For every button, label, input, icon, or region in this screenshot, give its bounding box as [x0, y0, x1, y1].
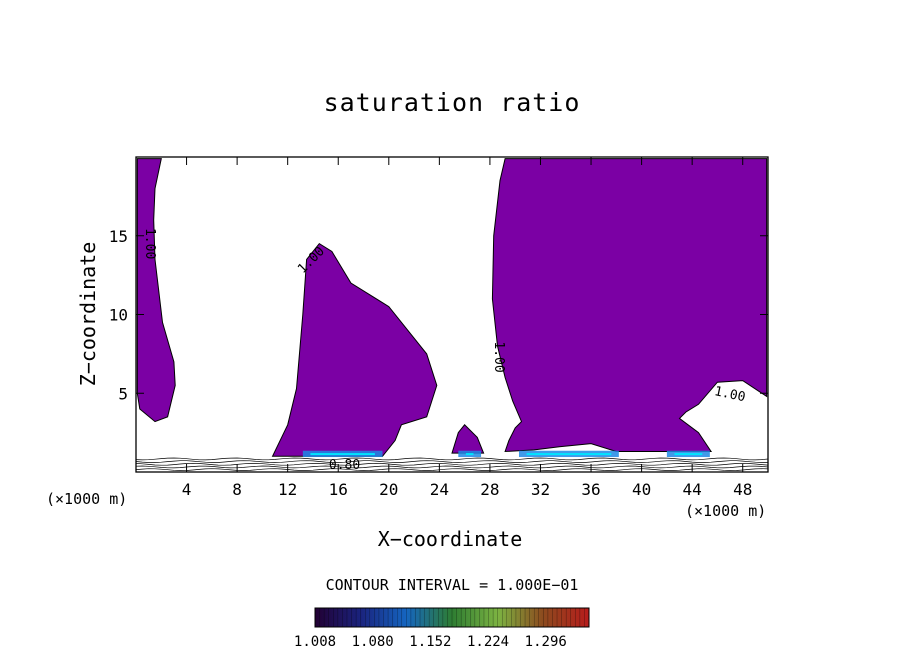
colorbar-tick-label-0: 1.008: [294, 634, 336, 650]
x-tick-label-10: 44: [683, 480, 702, 499]
high-value-core-1: [465, 453, 474, 456]
y-tick-label-2: 15: [109, 227, 128, 246]
x-tick-label-0: 4: [182, 480, 192, 499]
contour-label-2: 1.00: [491, 341, 506, 372]
surface-contour-4: [135, 457, 769, 461]
saturation-region-1: [271, 242, 438, 457]
contour-interval-label: CONTOUR INTERVAL = 1.000E−01: [325, 576, 579, 594]
svg-text:1.00: 1.00: [713, 384, 747, 405]
y-axis-label: Z−coordinate: [76, 241, 100, 387]
x-unit-label-left: (×1000 m): [46, 490, 128, 508]
x-tick-label-1: 8: [232, 480, 242, 499]
colorbar-tick-label-3: 1.224: [467, 634, 509, 650]
surface-contour-3: [135, 460, 768, 463]
chart-title: saturation ratio: [323, 88, 581, 117]
high-value-core-2: [526, 453, 612, 456]
x-tick-label-7: 32: [531, 480, 550, 499]
colorbar-tick-label-2: 1.152: [409, 634, 451, 650]
saturation-region-0: [136, 158, 176, 423]
svg-text:1.00: 1.00: [142, 228, 157, 259]
colorbar-tick-label-4: 1.296: [525, 634, 567, 650]
x-unit-label-right: (×1000 m): [685, 502, 767, 520]
surface-contour-1: [135, 465, 769, 469]
saturation-region-2: [451, 424, 485, 454]
contour-label-0: 1.00: [142, 228, 157, 259]
svg-text:1.00: 1.00: [491, 341, 506, 372]
x-tick-label-3: 16: [329, 480, 348, 499]
high-value-core-3: [674, 453, 703, 456]
surface-contour-2: [135, 462, 769, 466]
y-tick-label-0: 5: [118, 384, 128, 403]
x-tick-label-5: 24: [430, 480, 449, 499]
x-tick-label-2: 12: [278, 480, 297, 499]
high-value-core-0: [310, 453, 375, 456]
x-tick-label-8: 36: [581, 480, 600, 499]
colorbar-tick-label-1: 1.080: [352, 634, 394, 650]
svg-text:0.80: 0.80: [329, 458, 360, 473]
saturation-region-3: [491, 158, 768, 453]
x-axis-label: X−coordinate: [377, 527, 523, 551]
x-tick-label-9: 40: [632, 480, 651, 499]
x-tick-label-6: 28: [480, 480, 499, 499]
y-tick-label-1: 10: [109, 306, 128, 325]
contour-label-4: 0.80: [329, 458, 360, 473]
surface-contour-0: [135, 468, 769, 471]
contour-label-3: 1.00: [713, 384, 747, 405]
x-tick-label-4: 20: [379, 480, 398, 499]
x-tick-label-11: 48: [733, 480, 752, 499]
